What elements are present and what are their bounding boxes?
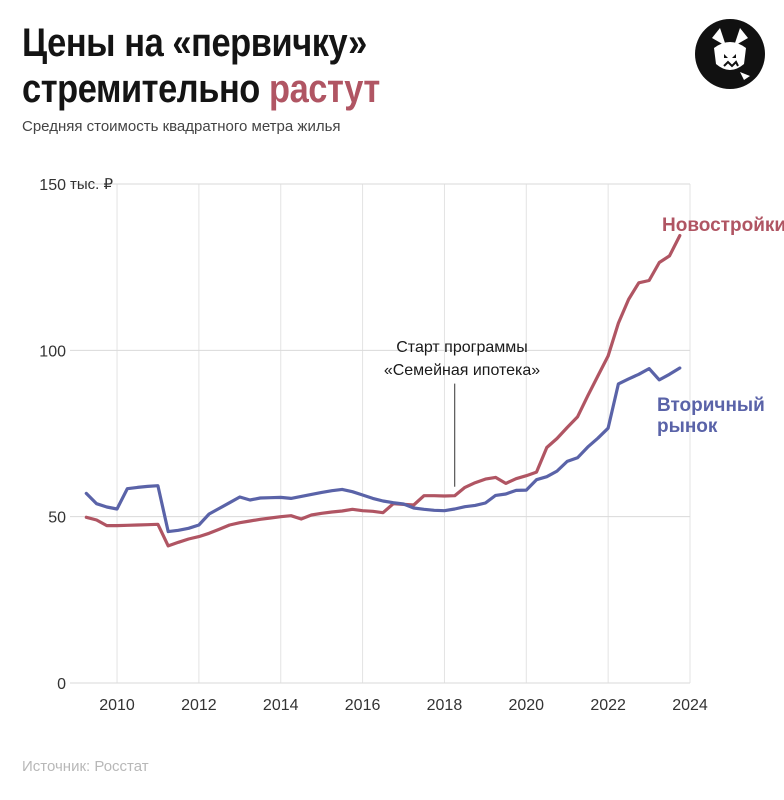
chart-axes: 2010 2012 2014 2016 2018 2020 2022 2024 0 50 100 15… — [39, 176, 708, 714]
y-tick-label-100: 100 — [39, 343, 66, 360]
series-line-new-buildings — [84, 234, 682, 548]
title-line-2: стремительно растут — [22, 66, 380, 112]
y-tick-label-150: 150 — [39, 177, 66, 194]
title-line-2-prefix: стремительно — [22, 67, 270, 111]
y-tick-label-50: 50 — [48, 510, 66, 527]
series-label-new-buildings: Новостройки — [662, 215, 784, 236]
annotation-text-line-2: «Семейная ипотека» — [384, 362, 540, 379]
fox-head-icon — [695, 19, 765, 89]
x-tick-label-2016: 2016 — [345, 697, 381, 714]
title-accent-word: растут — [269, 67, 380, 111]
chart-subtitle: Средняя стоимость квадратного метра жиль… — [22, 118, 341, 135]
chart-series — [84, 234, 682, 548]
x-tick-label-2024: 2024 — [672, 697, 708, 714]
chart-gridlines — [70, 183, 691, 684]
page-title: Цены на «первичку» стремительно растут — [22, 20, 380, 112]
x-tick-label-2010: 2010 — [99, 697, 135, 714]
x-tick-label-2014: 2014 — [263, 697, 299, 714]
x-tick-label-2012: 2012 — [181, 697, 217, 714]
x-tick-label-2018: 2018 — [427, 697, 463, 714]
source-note: Источник: Росстат — [22, 758, 149, 775]
title-line-1: Цены на «первичку» — [22, 21, 367, 65]
series-line-secondary-market — [84, 366, 682, 534]
annotation-text-line-1: Старт программы — [396, 339, 528, 356]
y-tick-label-0: 0 — [57, 676, 66, 693]
x-tick-label-2020: 2020 — [508, 697, 544, 714]
series-label-secondary-line-1: Вторичный — [657, 395, 765, 416]
series-label-secondary-line-2: рынок — [657, 416, 718, 437]
x-tick-label-2022: 2022 — [590, 697, 626, 714]
y-unit-label: тыс. ₽ — [70, 176, 113, 193]
